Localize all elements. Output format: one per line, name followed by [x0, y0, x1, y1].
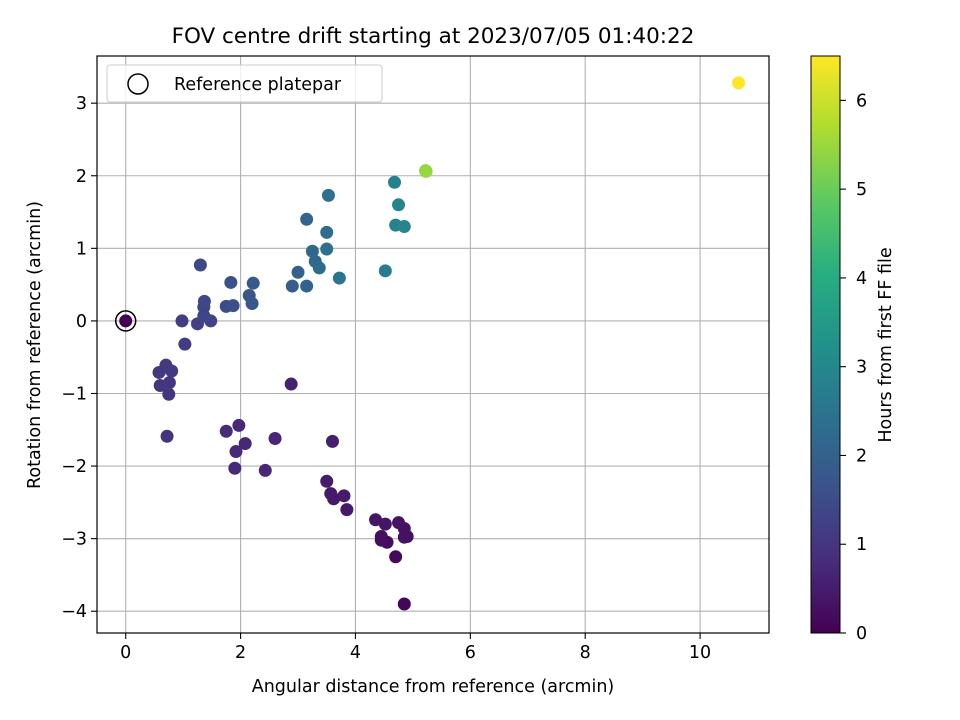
data-point: [238, 437, 252, 451]
grid: [97, 56, 769, 633]
x-tick-label: 8: [580, 643, 591, 663]
colorbar-ticks: 0 1 2 3 4 5 6: [840, 91, 867, 644]
data-point: [389, 550, 403, 564]
x-tick-label: 2: [235, 643, 246, 663]
data-point: [419, 164, 433, 178]
data-point: [397, 597, 411, 611]
data-point: [378, 264, 392, 278]
data-point: [332, 271, 346, 285]
data-point: [340, 503, 354, 517]
data-point: [325, 434, 339, 448]
data-point: [175, 314, 189, 328]
data-point: [165, 364, 179, 378]
data-point: [226, 299, 240, 313]
data-point: [291, 265, 305, 279]
data-point: [178, 337, 192, 351]
y-tick-label: −2: [61, 457, 87, 477]
colorbar-tick-label: 6: [856, 91, 867, 111]
data-point: [224, 275, 238, 289]
data-point: [732, 76, 746, 90]
reference-marker: [114, 310, 137, 332]
x-tick-label: 6: [465, 643, 476, 663]
data-point: [258, 463, 272, 477]
data-point: [119, 314, 133, 328]
x-tick-label: 0: [120, 643, 131, 663]
data-point: [388, 175, 402, 189]
data-point: [246, 276, 260, 290]
data-point: [285, 279, 299, 293]
data-point: [232, 418, 246, 432]
data-point: [268, 431, 282, 445]
chart-title: FOV centre drift starting at 2023/07/05 …: [172, 24, 695, 49]
x-axis-label: Angular distance from reference (arcmin): [252, 677, 615, 697]
y-tick-label: −1: [61, 384, 87, 404]
data-point: [392, 516, 406, 530]
plot-frame: [96, 55, 770, 634]
data-point: [153, 379, 167, 393]
data-point: [320, 225, 334, 239]
data-point: [300, 212, 314, 226]
colorbar-tick-label: 1: [856, 535, 867, 555]
y-tick-label: 3: [76, 94, 87, 114]
y-tick-label: −3: [61, 530, 87, 550]
colorbar-tick-label: 4: [856, 269, 867, 289]
data-point: [284, 377, 298, 391]
data-point: [320, 242, 334, 256]
y-tick-label: 1: [76, 239, 87, 259]
data-point: [337, 489, 351, 503]
data-point: [245, 296, 259, 310]
y-tick-label: −4: [61, 602, 87, 622]
reference-platepar-marker: [114, 310, 137, 332]
colorbar-label: Hours from first FF file: [876, 247, 896, 442]
legend-reference-icon: [127, 73, 149, 95]
data-point: [324, 487, 338, 501]
colorbar-tick-label: 3: [856, 358, 867, 378]
colorbar-tick-label: 5: [856, 180, 867, 200]
colorbar-tick-label: 0: [856, 624, 867, 644]
data-point: [321, 188, 335, 202]
legend-box: [106, 64, 383, 103]
data-point: [312, 261, 326, 275]
x-tick-label: 4: [350, 643, 361, 663]
data-point: [228, 461, 242, 475]
data-point: [369, 513, 383, 527]
y-tick-label: 2: [76, 167, 87, 187]
data-point: [378, 517, 392, 531]
y-axis-label: Rotation from reference (arcmin): [25, 201, 45, 489]
data-point: [397, 220, 411, 234]
data-point: [193, 258, 207, 272]
data-point: [320, 474, 334, 488]
colorbar: 0 1 2 3 4 5 6 Hours from first FF file: [810, 55, 896, 644]
data-point: [392, 198, 406, 212]
x-axis-ticks: 0 2 4 6 8 10: [120, 633, 711, 663]
data-point: [305, 244, 319, 258]
data-point: [229, 445, 243, 459]
x-tick-label: 10: [689, 643, 711, 663]
y-tick-label: 0: [76, 312, 87, 332]
data-points: [119, 76, 746, 611]
colorbar-tick-label: 2: [856, 446, 867, 466]
data-point: [160, 429, 174, 443]
data-point: [219, 424, 233, 438]
data-point: [162, 387, 176, 401]
data-point: [374, 529, 388, 543]
data-point: [300, 279, 314, 293]
y-axis-ticks: −4 −3 −2 −1 0 1 2 3: [61, 94, 97, 622]
data-point: [197, 294, 211, 308]
legend: Reference platepar: [106, 64, 383, 103]
legend-entry-reference: Reference platepar: [174, 75, 342, 95]
colorbar-gradient: [810, 55, 841, 634]
